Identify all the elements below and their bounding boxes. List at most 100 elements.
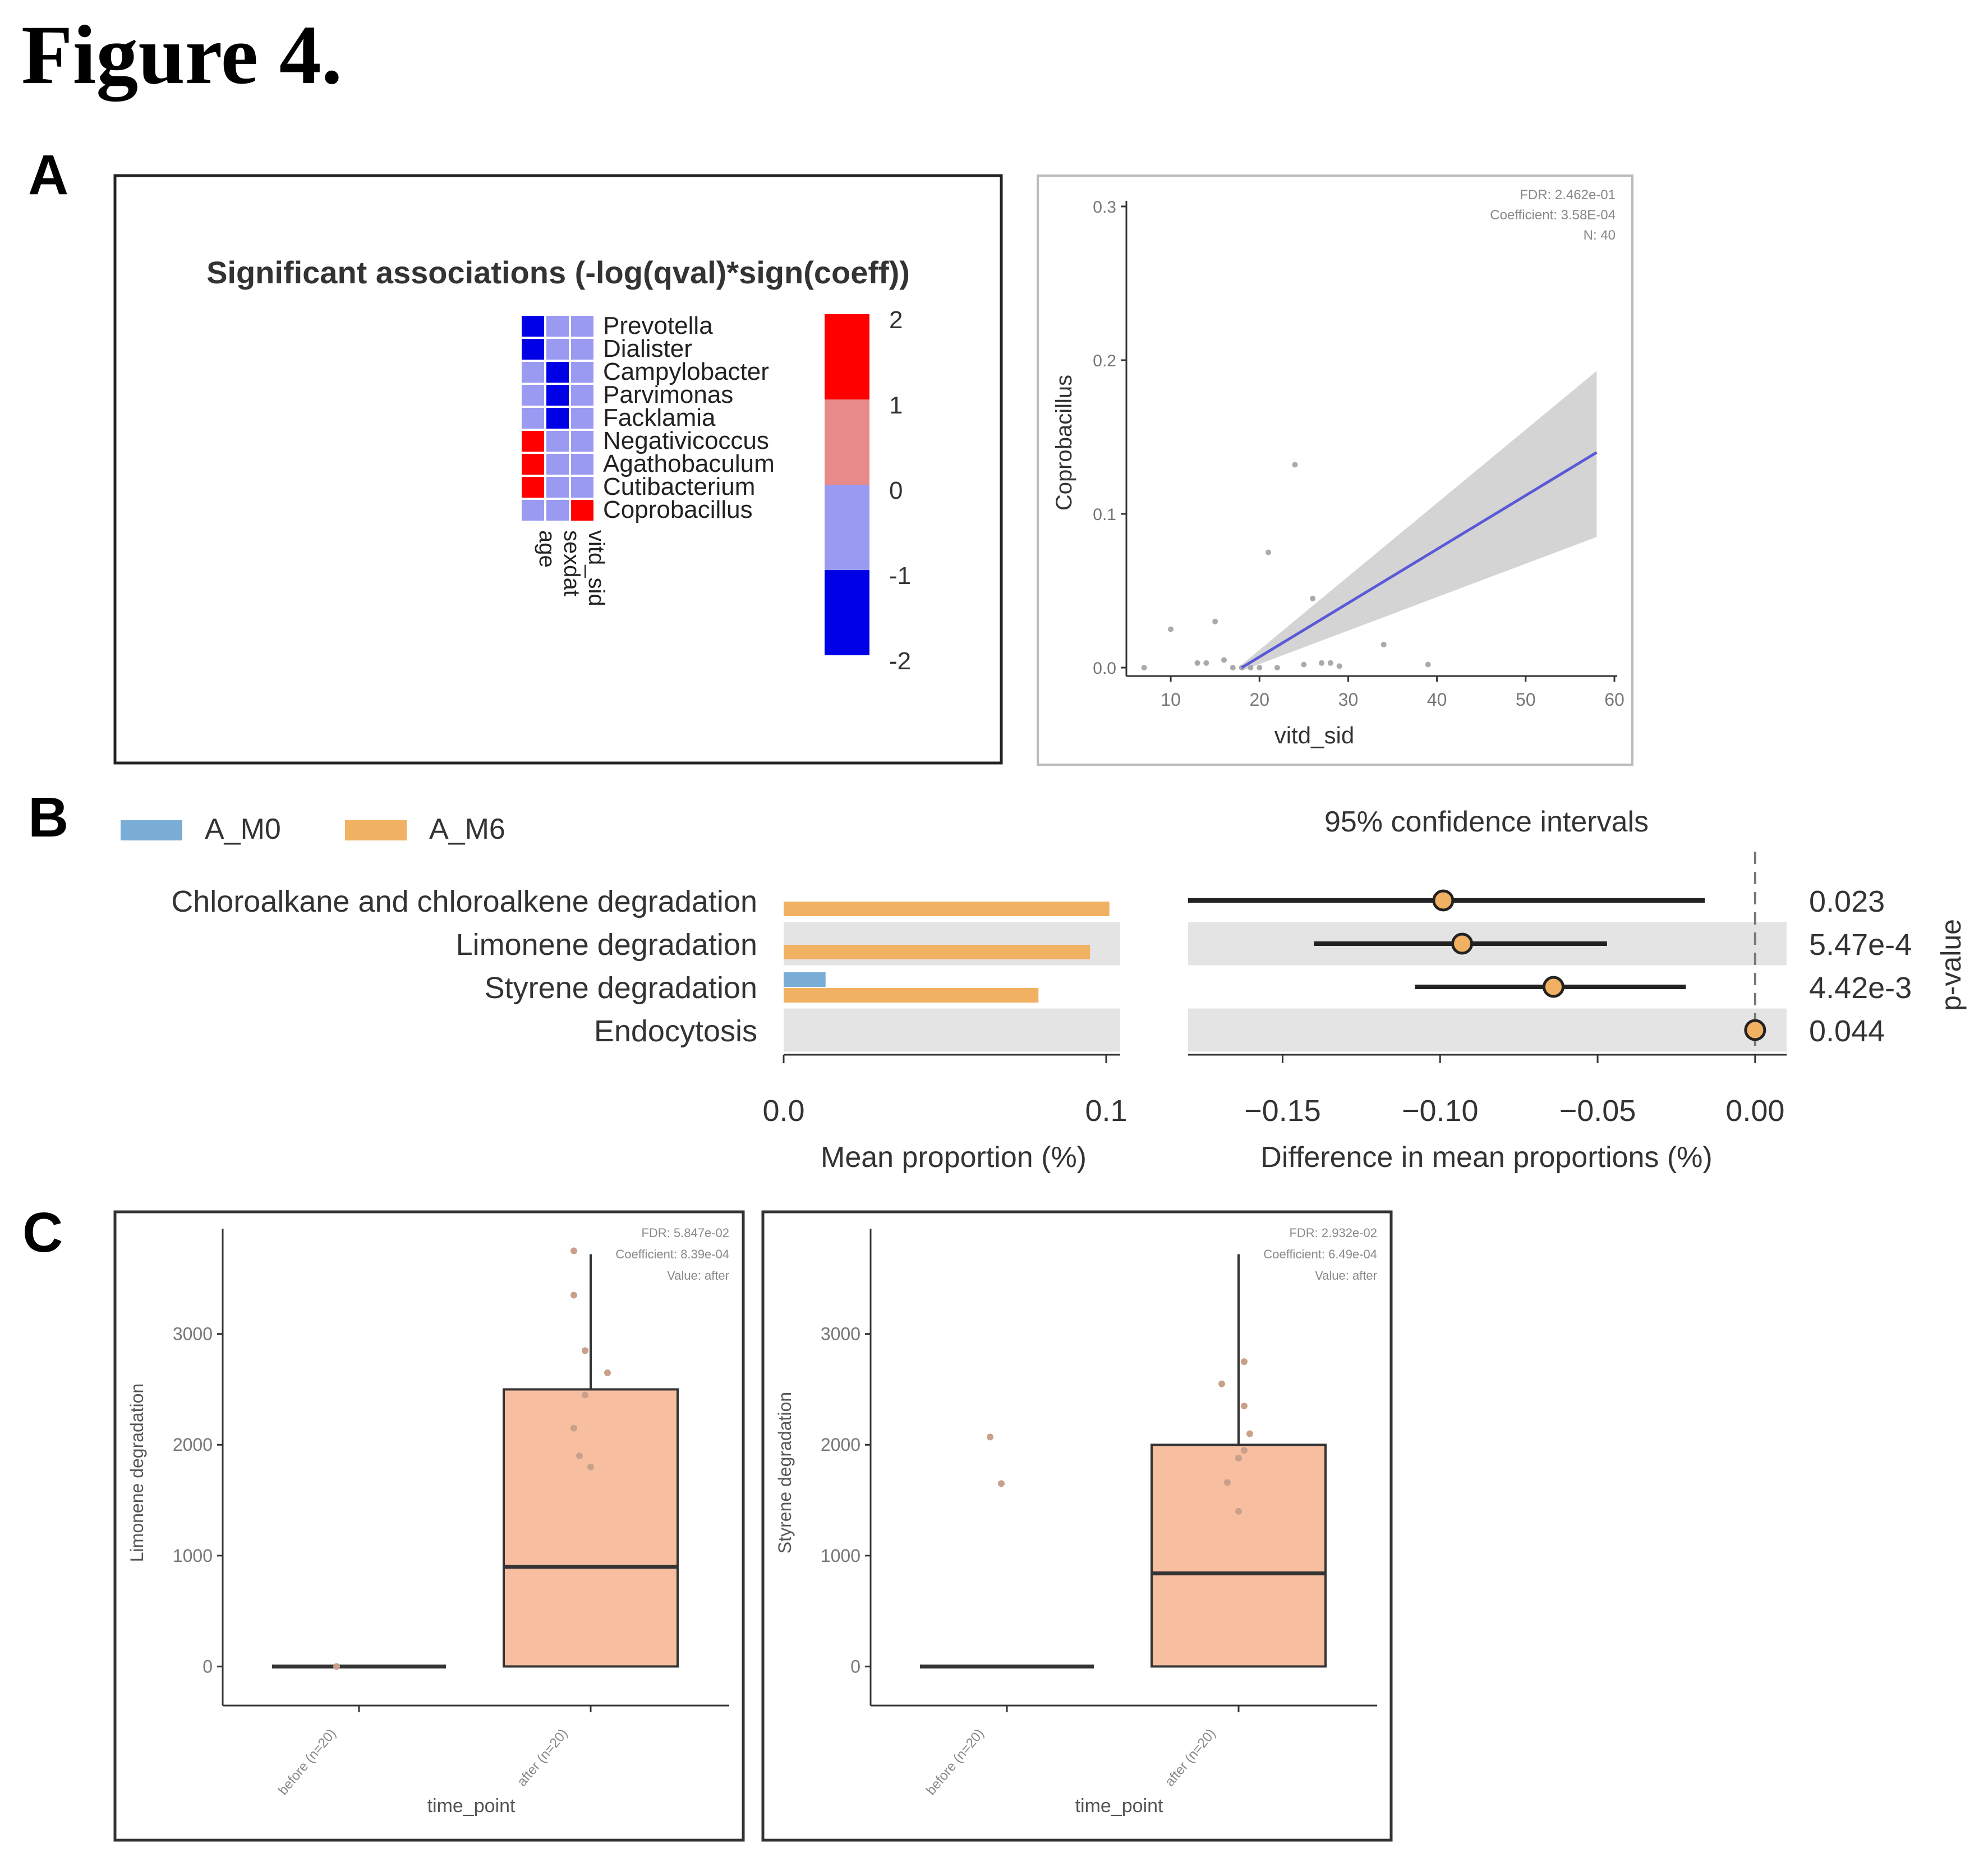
- scatter-point: [1194, 660, 1200, 666]
- scatter-point: [1212, 618, 1218, 624]
- legend-swatch-a-m6: [345, 820, 407, 840]
- heatmap-column-label: vitd_sid: [584, 530, 609, 606]
- y-tick-label: 0: [850, 1656, 860, 1676]
- colorbar-segment: [825, 399, 869, 485]
- heatmap-row-label: Campylobacter: [603, 358, 769, 385]
- data-point: [1235, 1507, 1242, 1515]
- heatmap-column-label: age: [535, 530, 559, 568]
- heatmap-cell: [522, 431, 544, 452]
- scatter-point: [1203, 660, 1209, 666]
- x-tick-label: 50: [1516, 690, 1536, 710]
- p-value-label: 0.044: [1809, 1014, 1885, 1048]
- x-axis-label: time_point: [427, 1795, 516, 1817]
- heatmap-panel: Significant associations (-log(qval)*sig…: [113, 174, 1003, 765]
- colorbar-segment: [825, 485, 869, 570]
- ci-point: [1542, 976, 1564, 998]
- scatter-point: [1265, 549, 1272, 555]
- heatmap-cell: [546, 454, 569, 475]
- legend-label-a-m6: A_M6: [429, 813, 505, 845]
- heatmap-cell: [522, 385, 544, 406]
- colorbar-tick-label: 1: [889, 392, 903, 419]
- heatmap-row-label: Facklamia: [603, 404, 716, 431]
- data-point: [570, 1247, 577, 1254]
- scatter-point: [1310, 595, 1316, 601]
- bar-a-m6: [784, 988, 1039, 1003]
- x-tick-label: 30: [1338, 690, 1359, 710]
- heatmap-row-label: Agathobaculum: [603, 450, 775, 477]
- heatmap-row-label: Prevotella: [603, 312, 713, 339]
- bar-a-m0: [784, 972, 826, 987]
- figure-title: Figure 4.: [21, 8, 343, 102]
- stat-annotation: N: 40: [1584, 228, 1616, 243]
- confidence-interval-panel: 95% confidence intervals 0.023 5.47e-4 4.42…: [1188, 806, 1967, 1174]
- scatter-point: [1248, 665, 1254, 670]
- p-value-label: 4.42e-3: [1809, 971, 1912, 1005]
- data-point: [576, 1453, 583, 1459]
- heatmap-cell: [546, 500, 569, 521]
- heatmap-cell: [571, 316, 593, 337]
- x-tick-label: −0.05: [1559, 1094, 1636, 1128]
- colorbar-segment: [825, 570, 869, 655]
- legend-swatch-a-m0: [121, 820, 182, 840]
- scatter-panel: 10 20 30 40 50 60 0.0 0.1 0.2 0.3 vitd_sid Coprobac…: [1037, 174, 1633, 766]
- x-axis-label: time_point: [1075, 1795, 1163, 1817]
- heatmap-cell: [571, 385, 593, 406]
- x-tick-label: 20: [1249, 690, 1269, 710]
- p-value-axis-label: p-value: [1935, 919, 1967, 1011]
- y-tick-label: 2000: [173, 1435, 213, 1455]
- heatmap-title: Significant associations (-log(qval)*sig…: [206, 255, 910, 290]
- y-tick-label: 2000: [821, 1435, 860, 1455]
- data-point: [604, 1369, 611, 1376]
- stat-annotation: Value: after: [1315, 1268, 1377, 1283]
- heatmap-column-label: sexdat: [559, 530, 584, 596]
- heatmap-cell: [522, 477, 544, 498]
- y-tick-label: 0.2: [1093, 352, 1116, 370]
- y-tick-label: 0: [203, 1656, 213, 1676]
- heatmap-cell: [522, 339, 544, 360]
- data-point: [998, 1480, 1005, 1487]
- heatmap-cell: [522, 500, 544, 521]
- colorbar-tick-label: 2: [889, 306, 903, 334]
- row-band: [1188, 1008, 1787, 1052]
- category-label: Endocytosis: [594, 1014, 757, 1048]
- colorbar-tick-label: -2: [889, 647, 911, 675]
- heatmap-row-label: Negativicoccus: [603, 427, 769, 454]
- y-tick-label: 0.3: [1093, 198, 1116, 217]
- x-tick-label: −0.15: [1244, 1094, 1321, 1128]
- heatmap-cell: [546, 339, 569, 360]
- y-tick-label: 0.1: [1093, 505, 1116, 524]
- y-axis-label: Coprobacillus: [1052, 375, 1076, 511]
- data-point: [582, 1391, 588, 1399]
- scatter-point: [1292, 462, 1298, 468]
- heatmap-cell: [522, 362, 544, 383]
- row-band: [784, 1008, 1120, 1052]
- category-label: Chloroalkane and chloroalkene degradatio…: [171, 885, 757, 918]
- ci-title: 95% confidence intervals: [1324, 806, 1649, 838]
- data-point: [1246, 1430, 1253, 1437]
- category-label: Styrene degradation: [485, 971, 757, 1005]
- colorbar-tick-label: -1: [889, 562, 911, 590]
- ci-point: [1432, 889, 1455, 912]
- stat-annotation: Value: after: [667, 1268, 729, 1283]
- data-point: [582, 1347, 588, 1354]
- data-point: [1224, 1479, 1231, 1486]
- scatter-point: [1274, 665, 1280, 670]
- stat-annotation: Coefficient: 8.39e-04: [615, 1247, 729, 1261]
- x-tick-label: 0.0: [762, 1094, 804, 1128]
- heatmap-row-label: Parvimonas: [603, 381, 733, 408]
- panel-label-a: A: [28, 144, 69, 206]
- heatmap-row-label: Dialister: [603, 335, 692, 362]
- heatmap-cell: [546, 408, 569, 429]
- heatmap-row-label: Coprobacillus: [603, 496, 753, 523]
- scatter-point: [1319, 660, 1324, 666]
- x-tick-label: 0.1: [1085, 1094, 1127, 1128]
- heatmap-cell: [571, 500, 593, 521]
- regression-line: [1241, 451, 1598, 669]
- bar-a-m6: [784, 945, 1090, 959]
- y-tick-label: 3000: [173, 1324, 213, 1344]
- data-point: [570, 1424, 577, 1432]
- heatmap-cell: [522, 408, 544, 429]
